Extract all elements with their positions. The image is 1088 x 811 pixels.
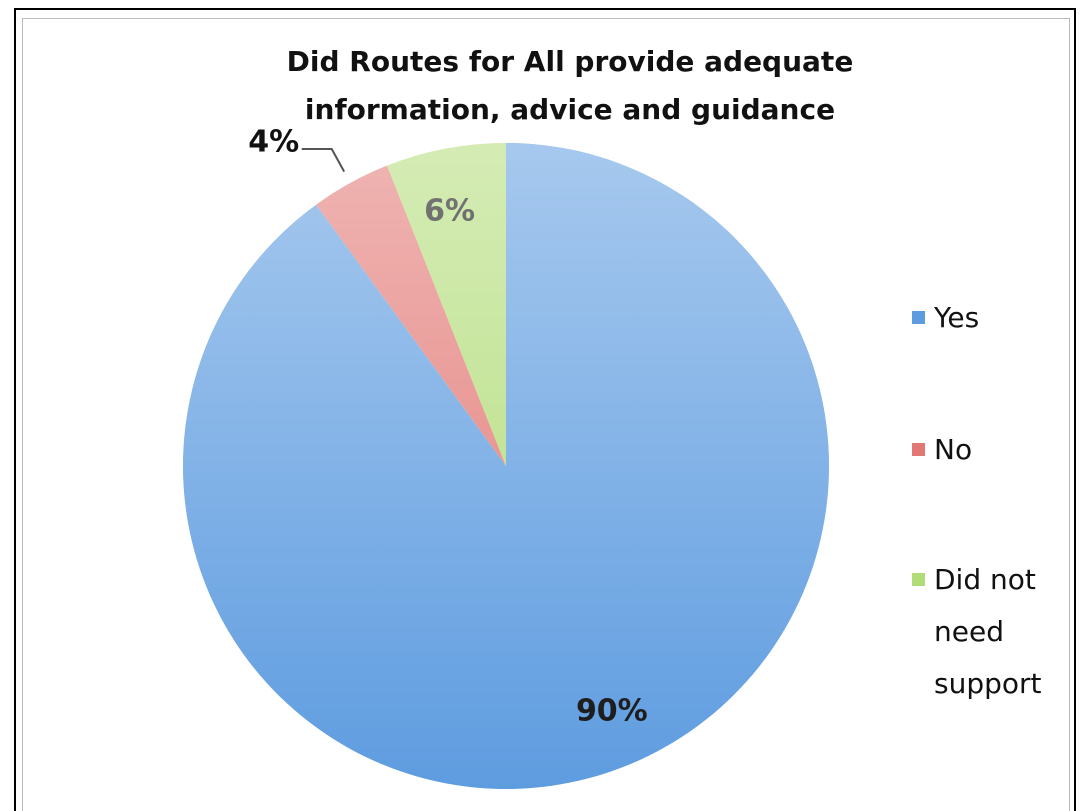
- legend-label: Yes: [934, 301, 980, 334]
- legend-swatch: [912, 443, 925, 456]
- legend-label: No: [934, 433, 973, 466]
- chart-frame: [14, 8, 1076, 811]
- legend-swatch: [912, 573, 925, 586]
- legend-swatch: [912, 311, 925, 324]
- data-label: 6%: [424, 194, 475, 229]
- plot-frame: [22, 18, 1070, 811]
- data-label: 90%: [576, 693, 648, 728]
- leader-line: [301, 147, 346, 173]
- chart-title: Did Routes for All provide adequate info…: [286, 45, 854, 126]
- legend-label: Did not need support: [934, 563, 1042, 700]
